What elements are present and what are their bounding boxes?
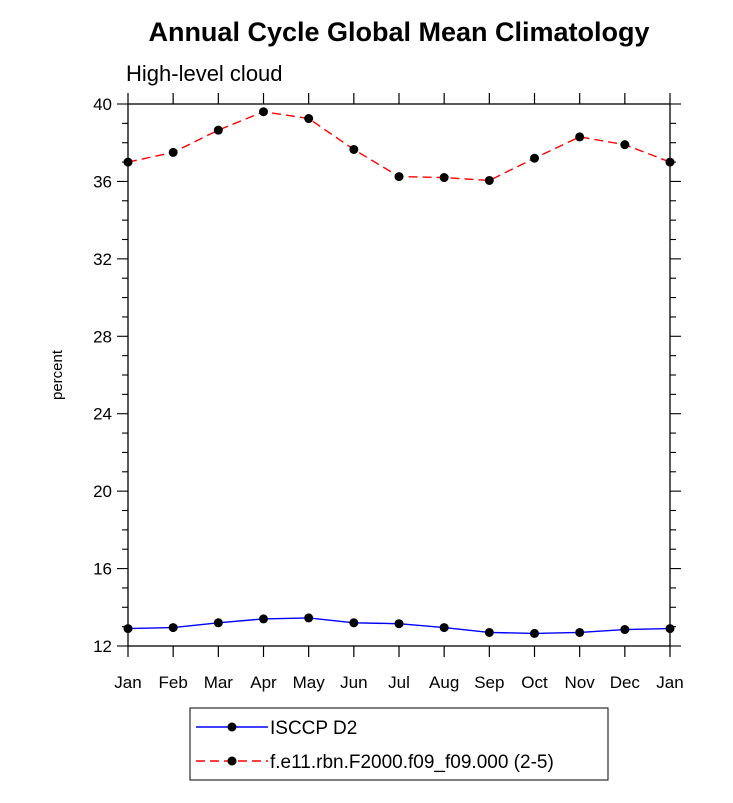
series-0-point: [304, 613, 314, 623]
legend-marker-0: [227, 722, 237, 732]
series-0-point: [349, 618, 359, 628]
plot-frame: [127, 103, 671, 647]
x-tick-label: Jan: [114, 673, 141, 692]
axis-ticks: [117, 93, 681, 657]
x-tick-label: May: [293, 673, 326, 692]
series-0-point: [259, 614, 268, 624]
x-tick-label: Oct: [521, 673, 548, 692]
x-tick-label: Jan: [656, 673, 683, 692]
y-tick-label: 12: [93, 637, 112, 656]
x-tick-label: Sep: [474, 673, 504, 692]
tick-labels: Jan Feb Mar Apr May Jun Jul Aug Sep Oct Nov Dec Jan1…: [93, 95, 684, 692]
series-0-point: [620, 625, 630, 635]
series-line-1: [127, 111, 671, 182]
series-0-point: [394, 619, 404, 629]
x-tick-label: Feb: [159, 673, 188, 692]
series-1-point: [575, 132, 585, 142]
y-tick-label: 36: [93, 172, 112, 191]
series-1-point: [620, 140, 630, 150]
y-tick-label: 28: [93, 327, 112, 346]
series-0-point: [575, 627, 585, 637]
series-0-point: [530, 628, 539, 638]
series-1-point: [530, 153, 539, 163]
y-axis-label: percent: [49, 349, 66, 400]
legend-label-0: ISCCP D2: [270, 718, 357, 739]
x-tick-label: Apr: [250, 673, 277, 692]
series-0-point: [213, 618, 223, 628]
series-1-point: [439, 173, 449, 183]
series-1-point: [349, 144, 359, 154]
series-1-point: [213, 125, 223, 135]
y-tick-label: 40: [93, 95, 112, 114]
series-1-point: [259, 107, 268, 117]
legend-marker-1: [227, 756, 237, 766]
series-1-point: [484, 175, 494, 185]
chart-title: Annual Cycle Global Mean Climatology: [148, 17, 649, 47]
series-0-point: [484, 627, 494, 637]
series-layer: [123, 107, 675, 638]
y-tick-label: 16: [93, 560, 112, 579]
legend-box: [189, 707, 609, 781]
x-tick-label: Aug: [429, 673, 459, 692]
x-tick-label: Dec: [610, 673, 641, 692]
y-tick-label: 32: [93, 250, 112, 269]
chart-subtitle: High-level cloud: [126, 61, 283, 86]
x-tick-label: Nov: [565, 673, 596, 692]
y-tick-label: 20: [93, 482, 112, 501]
series-0-point: [168, 623, 178, 633]
series-0-point: [439, 623, 449, 633]
legend: ISCCP D2 f.e11.rbn.F2000.f09_f09.000 (2-5…: [189, 707, 609, 781]
x-tick-label: Mar: [204, 673, 234, 692]
series-1-point: [394, 172, 404, 182]
series-1-point: [168, 147, 178, 157]
series-1-point: [304, 114, 314, 124]
y-tick-label: 24: [93, 405, 112, 424]
x-tick-label: Jul: [388, 673, 410, 692]
legend-label-1: f.e11.rbn.F2000.f09_f09.000 (2-5): [270, 752, 554, 773]
x-tick-label: Jun: [340, 673, 367, 692]
